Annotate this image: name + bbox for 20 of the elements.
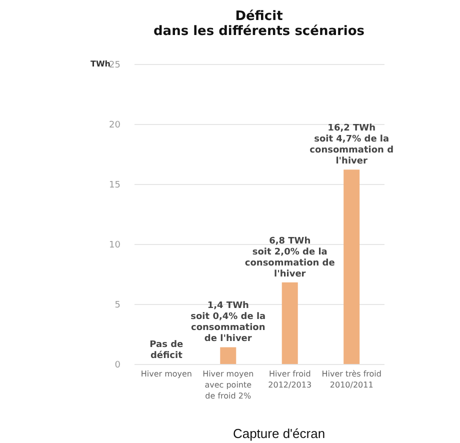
y-tick-label: 15 <box>109 180 120 190</box>
y-axis-title: TWh <box>90 60 111 68</box>
bar <box>282 282 298 364</box>
x-tick-label: Hiver très froid 2010/2011 <box>322 370 382 390</box>
x-tick-label: Hiver moyen avec pointe de froid 2% <box>202 370 254 400</box>
y-tick-label: 20 <box>109 120 121 130</box>
text: Capture d'écran <box>232 426 326 441</box>
data-label: 6,8 TWh soit 2,0% de la consommation de l'hiver <box>244 236 335 280</box>
x-tick-label: Hiver moyen <box>140 370 192 378</box>
y-tick-label: 10 <box>109 240 121 250</box>
y-tick-label: 0 <box>114 360 121 370</box>
bar <box>344 170 360 364</box>
y-tick-label: 5 <box>114 300 120 310</box>
y-tick-label: 25 <box>109 60 120 70</box>
chart-title: Déficit dans les différents scénarios <box>153 9 365 39</box>
bar <box>220 347 236 364</box>
data-label: 16,2 TWh soit 4,7% de la consommation d l'hiver <box>310 124 394 167</box>
data-label: 1,4 TWh soit 0,4% de la consommation de l'hiver <box>190 301 266 344</box>
x-tick-label: Hiver froid 2012/2013 <box>268 370 312 390</box>
data-label: Pas de déficit <box>150 340 184 361</box>
